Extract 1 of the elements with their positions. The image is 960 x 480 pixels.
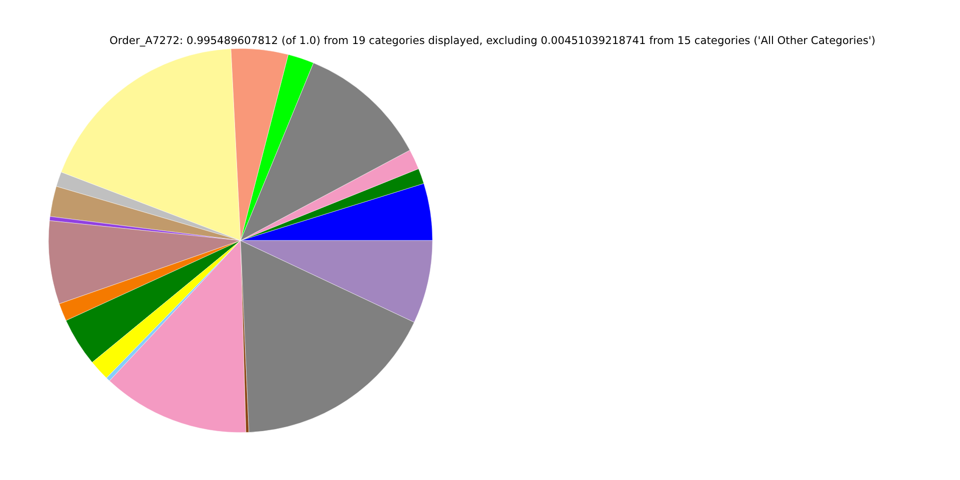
text: Order_A7272: 0.995489607812 (of 1.0) from 19 categories displayed, excluding 0.00451039218741 from 15 categories ('All Other Categories'): [110, 34, 876, 47]
